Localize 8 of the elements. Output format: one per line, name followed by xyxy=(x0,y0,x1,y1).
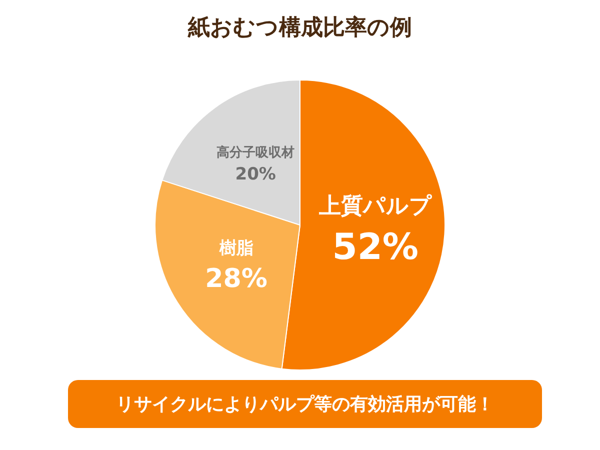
data-label: 52% xyxy=(332,226,418,268)
slice-label: 高分子吸収材 xyxy=(216,144,295,160)
data-label: 28% xyxy=(205,264,268,294)
data-label: 20% xyxy=(235,164,276,184)
chart-title: 紙おむつ構成比率の例 xyxy=(187,14,412,40)
slice-label: 樹脂 xyxy=(218,238,254,259)
text: リサイクルによりパルプ等の有効活用が可能！ xyxy=(68,380,542,428)
slice-label: 上質パルプ xyxy=(318,192,432,219)
